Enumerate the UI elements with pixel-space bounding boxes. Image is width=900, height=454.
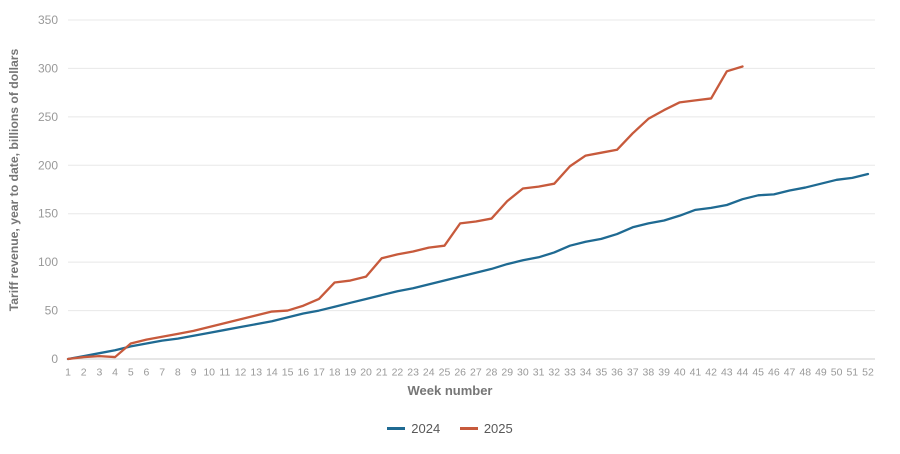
svg-text:250: 250 bbox=[38, 110, 58, 124]
svg-text:20: 20 bbox=[360, 367, 372, 379]
svg-text:0: 0 bbox=[51, 352, 58, 366]
svg-text:17: 17 bbox=[313, 367, 325, 379]
svg-text:41: 41 bbox=[690, 367, 702, 379]
svg-text:350: 350 bbox=[38, 13, 58, 27]
svg-text:14: 14 bbox=[266, 367, 278, 379]
svg-text:47: 47 bbox=[784, 367, 796, 379]
svg-text:33: 33 bbox=[564, 367, 576, 379]
svg-text:49: 49 bbox=[815, 367, 827, 379]
svg-text:48: 48 bbox=[799, 367, 811, 379]
svg-text:19: 19 bbox=[345, 367, 357, 379]
svg-text:15: 15 bbox=[282, 367, 294, 379]
svg-text:36: 36 bbox=[611, 367, 623, 379]
svg-text:37: 37 bbox=[627, 367, 639, 379]
svg-text:27: 27 bbox=[470, 367, 482, 379]
svg-text:51: 51 bbox=[846, 367, 858, 379]
svg-text:6: 6 bbox=[144, 367, 150, 379]
svg-text:8: 8 bbox=[175, 367, 181, 379]
svg-text:13: 13 bbox=[250, 367, 262, 379]
svg-text:32: 32 bbox=[548, 367, 560, 379]
svg-text:5: 5 bbox=[128, 367, 134, 379]
svg-text:29: 29 bbox=[501, 367, 513, 379]
svg-text:40: 40 bbox=[674, 367, 686, 379]
svg-text:43: 43 bbox=[721, 367, 733, 379]
svg-text:2: 2 bbox=[81, 367, 87, 379]
svg-text:50: 50 bbox=[45, 304, 59, 318]
svg-text:28: 28 bbox=[486, 367, 498, 379]
svg-text:3: 3 bbox=[96, 367, 102, 379]
svg-text:39: 39 bbox=[658, 367, 670, 379]
svg-text:200: 200 bbox=[38, 158, 58, 172]
svg-text:16: 16 bbox=[297, 367, 309, 379]
svg-text:30: 30 bbox=[517, 367, 529, 379]
svg-text:22: 22 bbox=[392, 367, 404, 379]
svg-text:31: 31 bbox=[533, 367, 545, 379]
svg-text:18: 18 bbox=[329, 367, 341, 379]
svg-text:46: 46 bbox=[768, 367, 780, 379]
svg-text:26: 26 bbox=[454, 367, 466, 379]
svg-text:24: 24 bbox=[423, 367, 435, 379]
svg-text:1: 1 bbox=[65, 367, 71, 379]
svg-text:35: 35 bbox=[595, 367, 607, 379]
svg-text:44: 44 bbox=[737, 367, 749, 379]
svg-text:4: 4 bbox=[112, 367, 118, 379]
svg-text:11: 11 bbox=[219, 367, 230, 379]
svg-text:23: 23 bbox=[407, 367, 419, 379]
svg-text:38: 38 bbox=[643, 367, 655, 379]
svg-text:100: 100 bbox=[38, 255, 58, 269]
svg-text:45: 45 bbox=[752, 367, 764, 379]
svg-text:10: 10 bbox=[203, 367, 215, 379]
svg-text:52: 52 bbox=[862, 367, 874, 379]
svg-text:12: 12 bbox=[235, 367, 247, 379]
svg-text:25: 25 bbox=[439, 367, 451, 379]
svg-text:34: 34 bbox=[580, 367, 592, 379]
svg-text:150: 150 bbox=[38, 207, 58, 221]
svg-text:300: 300 bbox=[38, 61, 58, 75]
svg-text:9: 9 bbox=[191, 367, 197, 379]
svg-text:50: 50 bbox=[831, 367, 843, 379]
svg-text:21: 21 bbox=[376, 367, 388, 379]
svg-text:42: 42 bbox=[705, 367, 717, 379]
svg-text:7: 7 bbox=[159, 367, 165, 379]
